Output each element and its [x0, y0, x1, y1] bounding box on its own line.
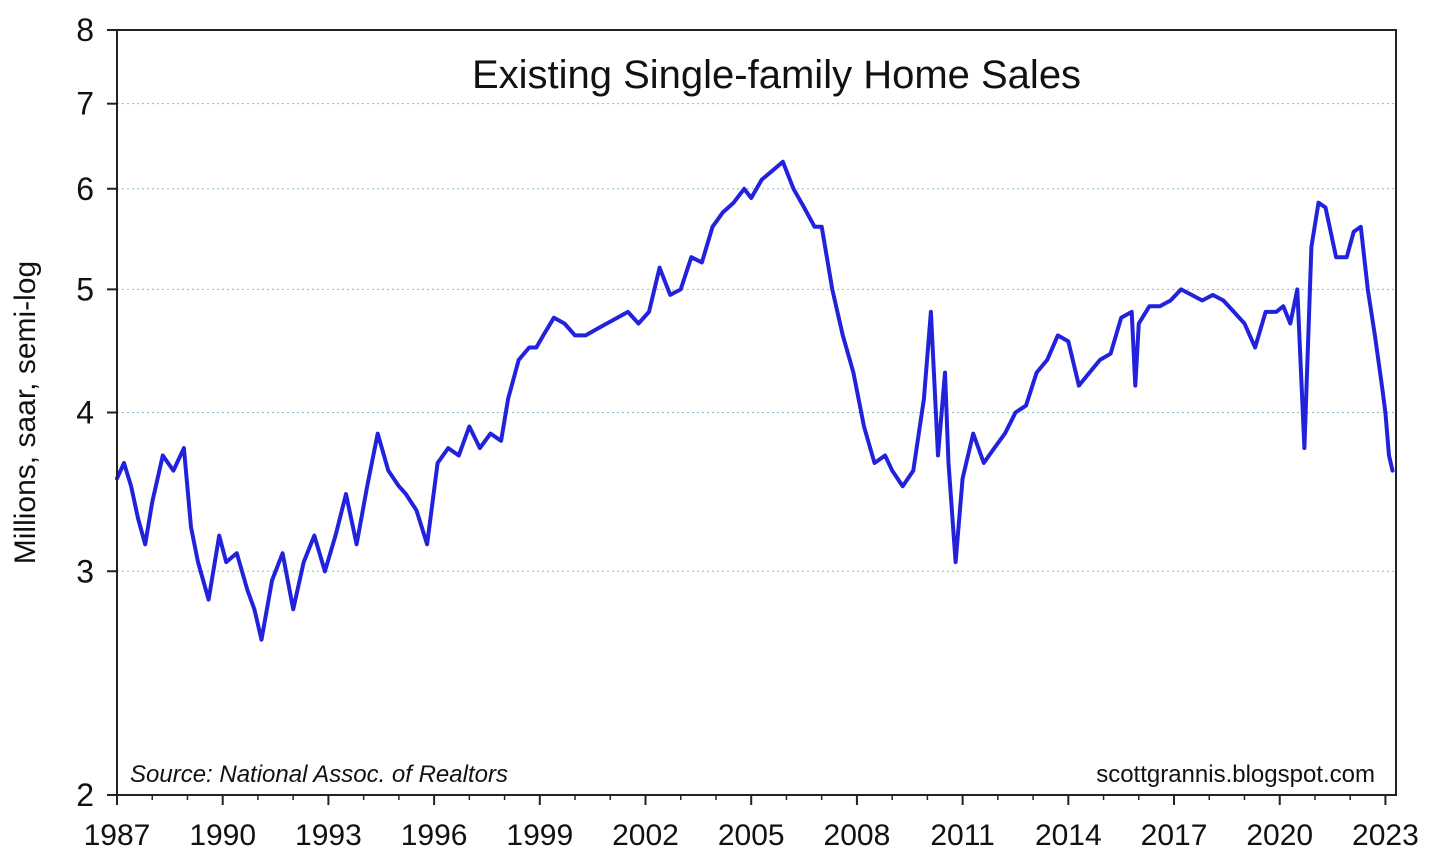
axis-ticks	[107, 29, 1387, 805]
plot-frame	[116, 29, 1397, 796]
x-tick-label-1993: 1993	[295, 819, 362, 852]
x-tick-label-2023: 2023	[1352, 819, 1419, 852]
credit-text: scottgrannis.blogspot.com	[1096, 761, 1375, 788]
x-tick-label-1999: 1999	[506, 819, 573, 852]
x-tick-label-2005: 2005	[718, 819, 785, 852]
y-tick-label-2: 2	[76, 777, 94, 813]
y-tick-labels: 2 3 4 5 6 7 8	[76, 12, 94, 813]
x-tick-label-2017: 2017	[1141, 819, 1208, 852]
y-tick-label-8: 8	[76, 12, 94, 48]
y-tick-label-4: 4	[76, 395, 94, 431]
x-tick-label-1996: 1996	[401, 819, 468, 852]
x-tick-label-2014: 2014	[1035, 819, 1102, 852]
x-tick-label-1987: 1987	[84, 819, 151, 852]
y-tick-label-7: 7	[76, 86, 94, 122]
x-tick-label-1990: 1990	[189, 819, 256, 852]
x-tick-label-2002: 2002	[612, 819, 679, 852]
source-note: Source: National Assoc. of Realtors	[130, 761, 508, 788]
x-tick-labels: 1987 1990 1993 1996 1999 2002 2005 2008 2011 2014…	[84, 819, 1419, 852]
y-axis-label: Millions, saar, semi-log	[9, 261, 42, 564]
y-tick-label-6: 6	[76, 171, 94, 207]
x-tick-label-2011: 2011	[930, 819, 995, 852]
x-tick-label-2020: 2020	[1246, 819, 1313, 852]
y-tick-label-5: 5	[76, 271, 94, 307]
series-line	[115, 159, 1395, 642]
y-tick-label-3: 3	[76, 553, 94, 589]
x-tick-label-2008: 2008	[824, 819, 891, 852]
chart-title: Existing Single-family Home Sales	[472, 53, 1081, 97]
